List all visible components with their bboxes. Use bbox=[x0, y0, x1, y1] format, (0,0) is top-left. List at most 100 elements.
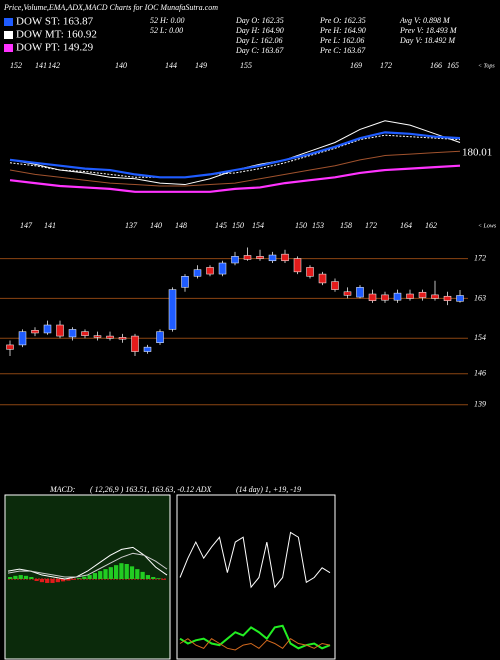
series-line bbox=[9, 120, 461, 186]
adx-panel bbox=[176, 494, 336, 660]
candle-body bbox=[368, 293, 377, 301]
histogram-bar bbox=[71, 579, 76, 580]
candle-body bbox=[293, 258, 302, 273]
info-text: Pre O: 162.35 bbox=[319, 16, 366, 25]
candle-body bbox=[406, 293, 414, 299]
top-label: 155 bbox=[240, 61, 252, 70]
legend-swatch bbox=[4, 44, 13, 52]
low-label: 148 bbox=[175, 221, 187, 230]
histogram-bar bbox=[23, 575, 29, 579]
histogram-bar bbox=[76, 578, 82, 579]
candle-body bbox=[68, 329, 77, 338]
histogram-bar bbox=[18, 575, 23, 579]
histogram-bar bbox=[29, 577, 34, 579]
candle-body bbox=[356, 287, 364, 298]
top-label: 140 bbox=[115, 61, 127, 70]
low-label: 147 bbox=[20, 221, 33, 230]
candle-body bbox=[143, 346, 152, 352]
candle-body bbox=[181, 276, 189, 288]
candle-body bbox=[243, 255, 252, 260]
top-label: 169 bbox=[350, 61, 362, 70]
candle-body bbox=[193, 269, 202, 277]
legend-label: DOW PT: 149.29 bbox=[16, 42, 94, 54]
candle-body bbox=[168, 289, 177, 330]
histogram-bar bbox=[87, 575, 92, 579]
info-text: Avg V: 0.898 M bbox=[399, 16, 451, 25]
top-label: 149 bbox=[195, 61, 207, 70]
series-line bbox=[7, 546, 168, 580]
candle-body bbox=[206, 267, 214, 275]
candle-body bbox=[443, 295, 452, 301]
legend-label: DOW MT: 160.92 bbox=[16, 29, 97, 41]
info-text: Day V: 18.492 M bbox=[399, 36, 456, 45]
top-label: 142 bbox=[48, 61, 60, 70]
candle-body bbox=[131, 335, 139, 352]
candle-body bbox=[268, 254, 277, 262]
candle-body bbox=[281, 253, 289, 262]
candle-body bbox=[56, 324, 64, 337]
histogram-bar bbox=[114, 565, 119, 579]
low-label: 154 bbox=[252, 221, 264, 230]
series-line bbox=[9, 150, 461, 187]
histogram-bar bbox=[124, 563, 129, 579]
candle-body bbox=[343, 291, 352, 296]
series-line bbox=[9, 164, 461, 193]
macd-params: ( 12,26,9 ) 163.51, 163.63, -0.12 ADX bbox=[90, 485, 213, 494]
top-label: 172 bbox=[380, 61, 392, 70]
candle-body bbox=[256, 256, 264, 259]
low-label: 140 bbox=[150, 221, 162, 230]
info-text: Day O: 162.35 bbox=[235, 16, 284, 25]
info-text: Pre C: 163.67 bbox=[319, 46, 366, 55]
info-text: 52 L: 0.00 bbox=[150, 26, 183, 35]
y-tick-label: 154 bbox=[474, 333, 486, 342]
series-line bbox=[179, 624, 331, 650]
info-text: Pre H: 164.90 bbox=[319, 26, 366, 35]
tops-label: < Tops bbox=[478, 63, 495, 69]
candle-body bbox=[306, 267, 314, 277]
histogram-bar bbox=[61, 579, 66, 582]
histogram-bar bbox=[135, 569, 140, 579]
top-label: 144 bbox=[165, 61, 177, 70]
series-line bbox=[179, 531, 331, 589]
histogram-bar bbox=[66, 579, 71, 581]
top-label: 166 bbox=[430, 61, 442, 70]
info-text: Day H: 164.90 bbox=[235, 26, 284, 35]
low-label: 153 bbox=[312, 221, 324, 230]
histogram-bar bbox=[13, 575, 18, 579]
candle-body bbox=[81, 331, 89, 336]
histogram-bar bbox=[140, 571, 145, 579]
legend-swatch bbox=[4, 31, 13, 39]
candle-body bbox=[231, 256, 239, 264]
candle-body bbox=[18, 331, 27, 346]
histogram-bar bbox=[98, 571, 103, 579]
histogram-bar bbox=[34, 579, 39, 581]
low-label: 162 bbox=[425, 221, 437, 230]
top-label: 165 bbox=[447, 61, 459, 70]
low-label: 145 bbox=[215, 221, 227, 230]
candle-body bbox=[31, 330, 39, 334]
series-line bbox=[7, 552, 168, 578]
candle-body bbox=[418, 291, 427, 298]
info-text: Prev V: 18.493 M bbox=[399, 26, 458, 35]
annotation: 180.01 bbox=[462, 147, 492, 159]
low-label: 164 bbox=[400, 221, 412, 230]
candle-body bbox=[106, 335, 114, 339]
candle-body bbox=[218, 262, 227, 275]
histogram-bar bbox=[129, 566, 135, 579]
low-label: 141 bbox=[44, 221, 56, 230]
info-text: Day L: 162.06 bbox=[235, 36, 282, 45]
candle-body bbox=[93, 335, 102, 338]
histogram-bar bbox=[92, 573, 98, 579]
series-line bbox=[9, 131, 461, 179]
candle-body bbox=[156, 331, 164, 343]
histogram-bar bbox=[151, 577, 156, 579]
lows-label: < Lows bbox=[478, 223, 497, 229]
low-label: 137 bbox=[125, 221, 138, 230]
info-text: Pre L: 162.06 bbox=[319, 36, 364, 45]
y-tick-label: 172 bbox=[474, 253, 486, 262]
info-text: Day C: 163.67 bbox=[235, 46, 284, 55]
candle-body bbox=[331, 281, 339, 290]
legend-label: DOW ST: 163.87 bbox=[16, 16, 94, 28]
